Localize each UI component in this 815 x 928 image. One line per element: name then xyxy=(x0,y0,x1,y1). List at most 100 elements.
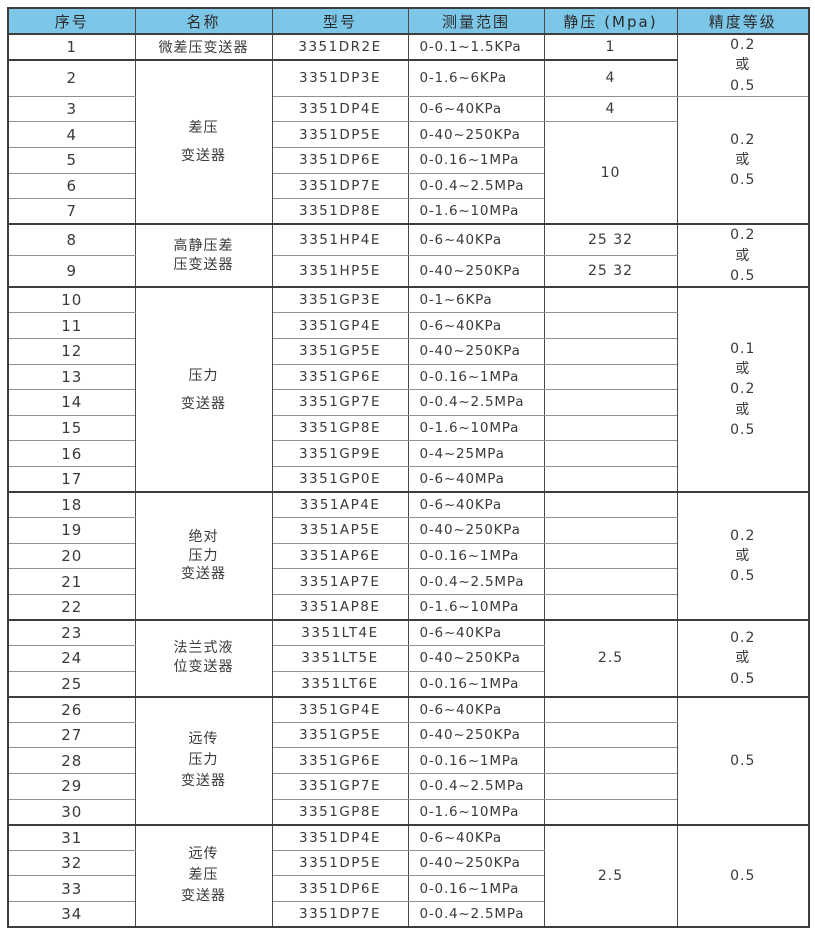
cell-range: 0-0.16~1MPa xyxy=(407,747,545,775)
accuracy-line: 0.2 xyxy=(730,381,756,398)
cell-model: 3351DP4E xyxy=(271,823,409,851)
table-row: 8 高静压差 压变送器 3351HP4E 0-6~40KPa 25 32 0.2… xyxy=(7,223,810,288)
table-row: 20 3351AP6E 0-0.16~1MPa xyxy=(7,542,809,570)
cell-name: 高静压差 压变送器 xyxy=(134,223,273,288)
name-line: 远传 xyxy=(188,846,219,863)
table-row: 5 3351DP6E 0-0.16~1MPa xyxy=(7,147,809,174)
cell-model: 3351DP3E xyxy=(271,58,409,97)
table-row: 10 压力 变送器 3351GP3E 0-1~6KPa 0.1 或 0.2 或 … xyxy=(7,286,810,493)
cell-model: 3351AP8E xyxy=(271,593,409,621)
table-row: 32 3351DP5E 0-40~250KPa xyxy=(7,849,809,877)
header-row: 序号 名称 型号 测量范围 静压 (Mpa) 精度等级 xyxy=(7,7,810,35)
cell-no: 13 xyxy=(7,363,136,391)
cell-name: 远传 压力 变送器 xyxy=(134,695,273,826)
cell-static xyxy=(543,517,678,544)
cell-no: 16 xyxy=(7,440,136,467)
cell-static xyxy=(543,721,678,749)
header-accuracy: 精度等级 xyxy=(676,7,810,35)
cell-name: 微差压变送器 xyxy=(134,33,273,61)
cell-static xyxy=(543,363,678,391)
cell-static xyxy=(543,593,678,621)
accuracy-line: 0.2 xyxy=(730,527,756,544)
name-line: 差压 xyxy=(188,119,219,136)
cell-range: 0-0.4~2.5MPa xyxy=(407,389,545,416)
table-row: 6 3351DP7E 0-0.4~2.5MPa xyxy=(7,172,809,200)
cell-model: 3351GP8E xyxy=(271,414,409,442)
cell-model: 3351GP4E xyxy=(271,312,409,339)
cell-no: 10 xyxy=(7,286,136,314)
cell-range: 0-40~250KPa xyxy=(407,121,545,149)
cell-range: 0-6~40KPa xyxy=(407,223,545,257)
cell-no: 21 xyxy=(7,568,136,595)
table-row: 18 绝对 压力 变送器 3351AP4E 0-6~40KPa 0.2 或 0.… xyxy=(7,491,810,621)
cell-no: 17 xyxy=(7,465,136,493)
accuracy-line: 0.5 xyxy=(730,670,756,687)
spec-table: 序号 名称 型号 测量范围 静压 (Mpa) 精度等级 1 微差压变送器 335… xyxy=(7,7,810,928)
name-line: 法兰式液 xyxy=(173,640,234,657)
cell-range: 0-4~25MPa xyxy=(407,440,545,467)
cell-model: 3351GP5E xyxy=(271,337,409,365)
cell-no: 14 xyxy=(7,389,136,416)
cell-no: 8 xyxy=(7,223,136,257)
cell-model: 3351DP8E xyxy=(271,198,409,225)
cell-static: 1 xyxy=(543,33,678,61)
cell-accuracy: 0.2 或 0.5 xyxy=(676,491,810,621)
cell-range: 0-6~40KPa xyxy=(407,823,545,851)
cell-static: 25 32 xyxy=(543,255,678,288)
cell-range: 0-0.1~1.5KPa xyxy=(407,33,545,61)
name-line: 差压 xyxy=(188,867,219,884)
name-line: 远传 xyxy=(188,731,219,748)
accuracy-line: 或 xyxy=(735,247,751,264)
accuracy-line: 0.2 xyxy=(730,37,756,53)
table-row: 24 3351LT5E 0-40~250KPa xyxy=(7,645,809,672)
cell-range: 0-40~250KPa xyxy=(407,721,545,749)
table-row: 4 3351DP5E 0-40~250KPa 10 xyxy=(7,121,809,225)
table-row: 17 3351GP0E 0-6~40MPa xyxy=(7,465,809,493)
accuracy-line: 0.5 xyxy=(730,752,756,769)
table-row: 25 3351LT6E 0-0.16~1MPa xyxy=(7,670,809,698)
cell-range: 0-0.4~2.5MPa xyxy=(407,568,545,595)
cell-no: 12 xyxy=(7,337,136,365)
header-name: 名称 xyxy=(134,7,273,35)
cell-range: 0-1.6~10MPa xyxy=(407,198,545,225)
cell-static xyxy=(543,312,678,339)
cell-model: 3351GP0E xyxy=(271,465,409,493)
cell-model: 3351DP5E xyxy=(271,849,409,877)
cell-range: 0-40~250KPa xyxy=(407,337,545,365)
table-row: 27 3351GP5E 0-40~250KPa xyxy=(7,721,809,749)
cell-static xyxy=(543,440,678,467)
table-row: 30 3351GP8E 0-1.6~10MPa xyxy=(7,798,809,826)
cell-static xyxy=(543,389,678,416)
cell-static: 4 xyxy=(543,95,678,123)
accuracy-line: 0.5 xyxy=(730,267,756,284)
cell-no: 19 xyxy=(7,517,136,544)
cell-name: 远传 差压 变送器 xyxy=(134,823,273,928)
table-row: 16 3351GP9E 0-4~25MPa xyxy=(7,440,809,467)
accuracy-line: 0.5 xyxy=(730,867,756,884)
name-line: 压力 xyxy=(188,547,219,564)
name-line: 压变送器 xyxy=(173,256,234,273)
cell-model: 3351HP5E xyxy=(271,255,409,288)
header-range: 测量范围 xyxy=(407,7,545,35)
cell-accuracy: 0.5 xyxy=(676,823,810,928)
cell-static xyxy=(543,568,678,595)
cell-no: 28 xyxy=(7,747,136,775)
accuracy-line: 0.5 xyxy=(730,77,756,94)
cell-range: 0-40~250KPa xyxy=(407,645,545,672)
accuracy-line: 0.2 xyxy=(730,629,756,646)
cell-static: 4 xyxy=(543,58,678,97)
table-row: 31 远传 差压 变送器 3351DP4E 0-6~40KPa 2.5 0.5 xyxy=(7,823,810,928)
accuracy-line: 或 xyxy=(735,57,751,74)
cell-accuracy: 0.2 或 0.5 xyxy=(676,33,810,97)
cell-accuracy: 0.2 或 0.5 xyxy=(676,95,810,225)
cell-model: 3351AP6E xyxy=(271,542,409,570)
header-model: 型号 xyxy=(271,7,409,35)
cell-range: 0-0.16~1MPa xyxy=(407,363,545,391)
cell-range: 0-1.6~10MPa xyxy=(407,593,545,621)
name-line: 变送器 xyxy=(181,773,226,790)
cell-name: 压力 变送器 xyxy=(134,286,273,493)
cell-static xyxy=(543,414,678,442)
cell-range: 0-0.16~1MPa xyxy=(407,875,545,902)
cell-range: 0-6~40KPa xyxy=(407,695,545,723)
accuracy-line: 或 xyxy=(735,361,751,378)
